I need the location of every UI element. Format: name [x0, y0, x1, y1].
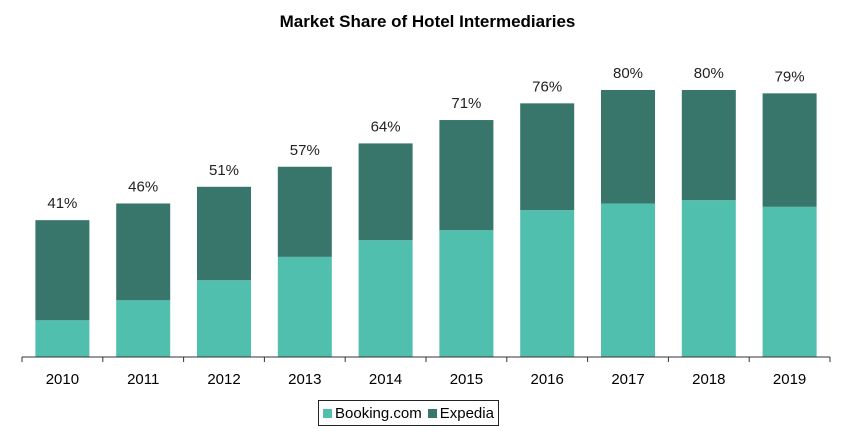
- booking-bar-2015: [439, 230, 494, 357]
- total-label-2014: 64%: [371, 118, 401, 135]
- x-tick-label-2017: 2017: [611, 371, 644, 388]
- expedia-bar-2015: [439, 120, 494, 231]
- expedia-bar-2010: [35, 220, 90, 321]
- x-axis-ticks: [21, 357, 831, 362]
- booking-bar-2012: [197, 280, 251, 357]
- total-label-2012: 51%: [209, 162, 239, 179]
- x-tick-label-2010: 2010: [46, 371, 79, 388]
- x-tick-label-2014: 2014: [369, 371, 402, 388]
- expedia-bar-2011: [116, 203, 171, 301]
- total-label-2017: 80%: [613, 65, 643, 82]
- x-tick-label-2016: 2016: [531, 371, 564, 388]
- x-tick-label-2012: 2012: [207, 371, 240, 388]
- legend-label-booking: Booking.com: [335, 404, 422, 422]
- booking-swatch: [323, 408, 332, 418]
- x-tick-label-2015: 2015: [450, 371, 483, 388]
- booking-bar-2016: [520, 210, 575, 357]
- total-label-2019: 79%: [775, 68, 805, 85]
- expedia-bar-2012: [197, 186, 251, 281]
- x-tick-label-2018: 2018: [692, 371, 725, 388]
- booking-bar-2011: [116, 300, 171, 357]
- chart-title: Market Share of Hotel Intermediaries: [279, 12, 576, 31]
- expedia-bar-2017: [601, 90, 655, 204]
- x-axis-labels: 2010 2011 2012 2013 2014 2015 2016 2017 2018 2019: [46, 371, 807, 388]
- total-label-2016: 76%: [532, 78, 562, 95]
- legend-item-booking: Booking.com: [323, 405, 422, 422]
- bars-group: [35, 90, 817, 357]
- booking-bar-2013: [277, 256, 332, 357]
- booking-bar-2017: [601, 203, 655, 357]
- total-label-2010: 41%: [47, 195, 77, 212]
- legend: Booking.com Expedia: [318, 400, 499, 426]
- legend-item-expedia: Expedia: [427, 404, 494, 422]
- legend-label-expedia: Expedia: [439, 404, 494, 422]
- total-label-2011: 46%: [128, 178, 158, 195]
- expedia-bar-2018: [681, 90, 736, 201]
- x-tick-label-2019: 2019: [773, 371, 806, 388]
- expedia-swatch: [427, 408, 437, 418]
- expedia-bar-2016: [520, 103, 575, 211]
- expedia-bar-2019: [762, 93, 817, 207]
- total-label-2013: 57%: [290, 142, 320, 159]
- x-tick-label-2011: 2011: [127, 371, 159, 388]
- expedia-bar-2014: [358, 143, 413, 241]
- booking-bar-2010: [35, 320, 90, 357]
- booking-bar-2019: [762, 206, 817, 357]
- total-label-2015: 71%: [451, 95, 481, 112]
- x-tick-label-2013: 2013: [288, 371, 321, 388]
- booking-bar-2018: [681, 200, 736, 357]
- total-labels: 41% 46% 51% 57% 64% 71% 76% 80% 80% 79%: [47, 65, 804, 212]
- expedia-bar-2013: [277, 166, 332, 257]
- total-label-2018: 80%: [694, 65, 724, 82]
- booking-bar-2014: [358, 240, 413, 357]
